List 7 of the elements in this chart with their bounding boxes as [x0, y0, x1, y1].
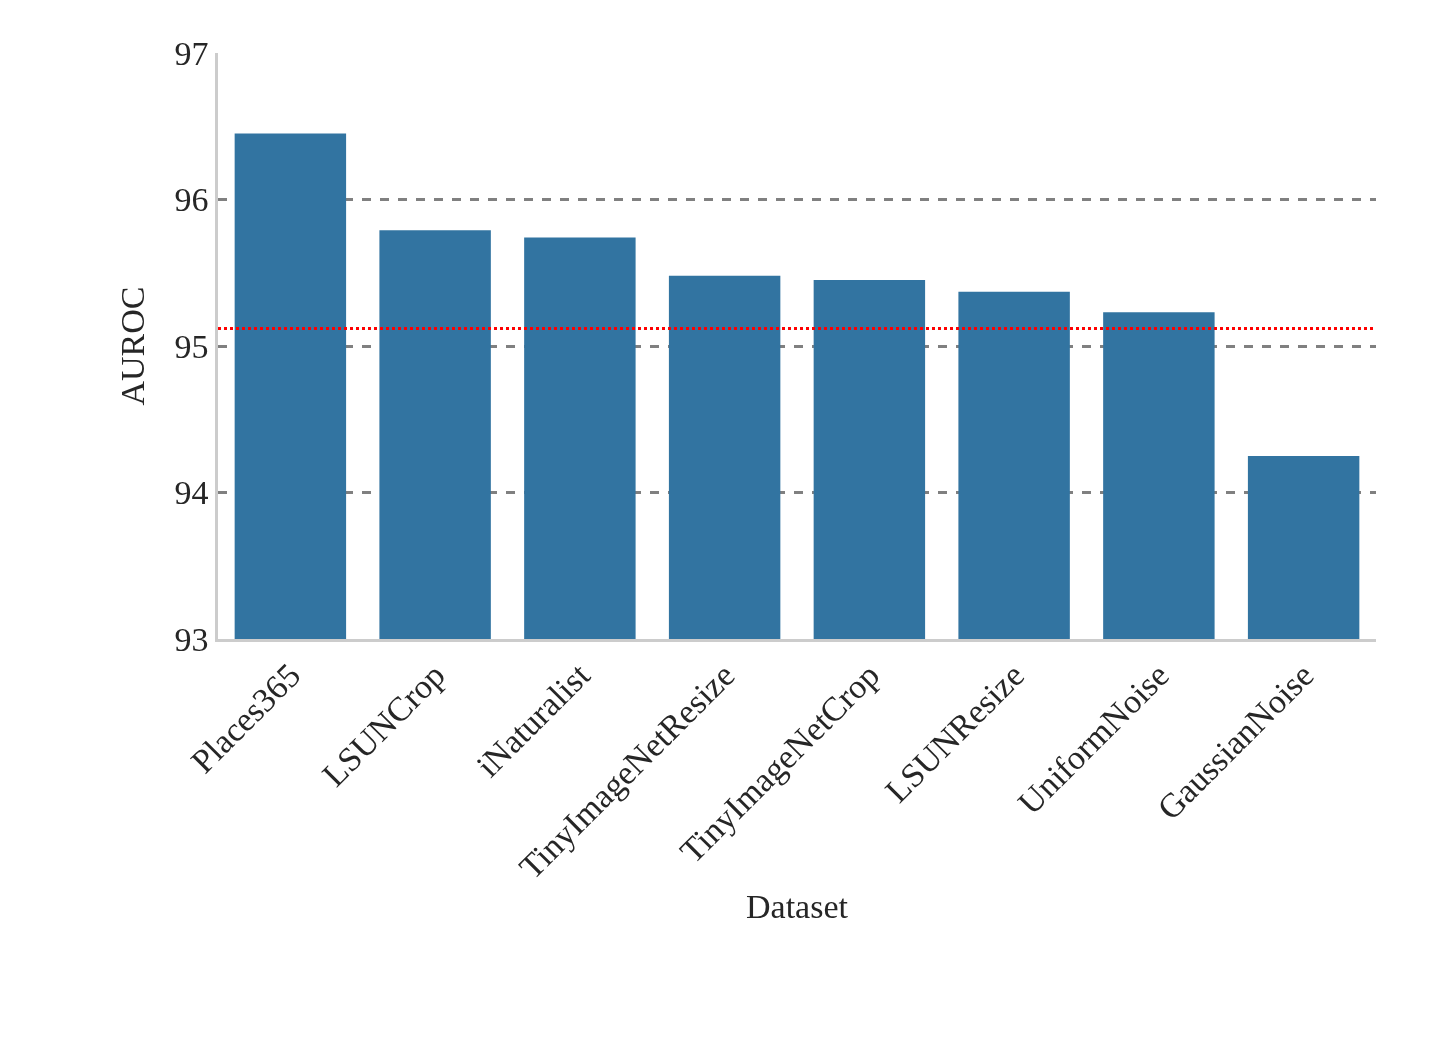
y-tick-label: 96: [174, 181, 209, 219]
x-axis-title: Dataset: [746, 888, 849, 926]
y-axis-title: AUROC: [114, 286, 152, 406]
y-tick-label: 93: [174, 620, 209, 658]
y-tick-label: 95: [174, 327, 209, 365]
y-tick-label: 97: [174, 34, 209, 72]
y-tick-label: 94: [174, 474, 209, 512]
